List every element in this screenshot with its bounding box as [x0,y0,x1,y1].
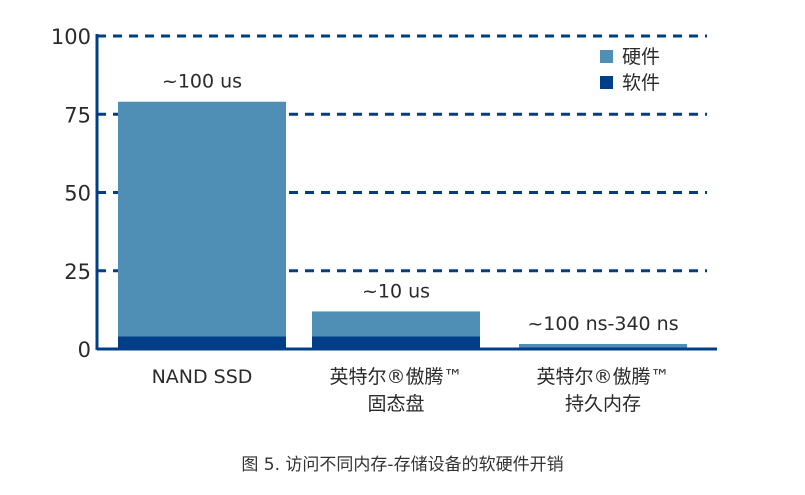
legend-label: 软件 [622,72,660,94]
x-tick-label: 固态盘 [367,393,424,415]
bar-value-label: ~100 us [162,71,242,93]
legend-swatch [600,50,613,63]
x-tick-label: 英特尔®傲腾™ [536,366,669,388]
bar-hardware [118,101,286,337]
bar-value-label: ~100 ns-340 ns [527,313,678,335]
bar-software [312,336,480,349]
chart: 0 25 50 75 100 ~100 us NAND SSD ~10 us 英特尔®傲腾™ 固态… [51,25,717,415]
figure-caption: 图 5. 访问不同内存-存储设备的软硬件开销 [241,455,564,475]
y-tick-label: 100 [51,25,91,49]
legend-label: 硬件 [622,46,660,68]
y-tick-label: 25 [64,260,91,284]
x-tick-label: NAND SSD [152,366,253,388]
bar-value-label: ~10 us [362,280,430,302]
x-tick-label: 持久内存 [565,393,641,415]
bar-software [118,336,286,349]
y-tick-label: 50 [64,182,91,206]
bar-hardware [312,311,480,337]
bar-hardware [519,343,687,349]
x-tick-label: 英特尔®傲腾™ [329,366,462,388]
legend-swatch [600,76,613,89]
y-tick-label: 0 [78,338,91,362]
y-tick-label: 75 [64,103,91,127]
